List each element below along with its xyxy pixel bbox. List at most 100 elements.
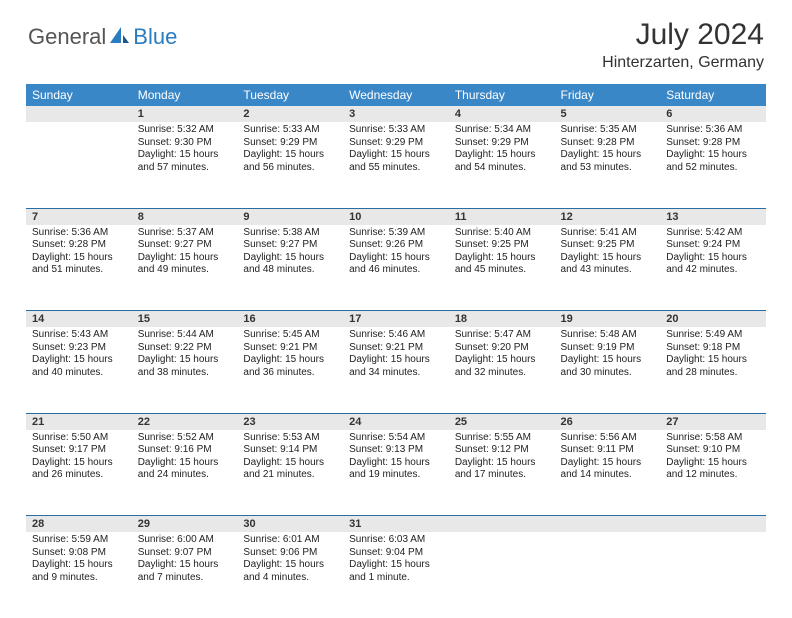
sunrise-text: Sunrise: 5:55 AM bbox=[455, 432, 549, 445]
sunset-text: Sunset: 9:21 PM bbox=[243, 342, 337, 355]
day-number: 25 bbox=[449, 413, 555, 430]
day-cell: Sunrise: 5:42 AMSunset: 9:24 PMDaylight:… bbox=[660, 225, 766, 311]
sunset-text: Sunset: 9:29 PM bbox=[243, 137, 337, 150]
daylight-text: Daylight: 15 hours and 1 minute. bbox=[349, 559, 443, 584]
day-cell: Sunrise: 5:40 AMSunset: 9:25 PMDaylight:… bbox=[449, 225, 555, 311]
day-cell: Sunrise: 5:32 AMSunset: 9:30 PMDaylight:… bbox=[132, 122, 238, 208]
month-title: July 2024 bbox=[602, 18, 764, 52]
sunrise-text: Sunrise: 5:40 AM bbox=[455, 227, 549, 240]
day-cell: Sunrise: 5:41 AMSunset: 9:25 PMDaylight:… bbox=[555, 225, 661, 311]
day-number: 12 bbox=[555, 208, 661, 225]
day-cell bbox=[26, 122, 132, 208]
day-number: 26 bbox=[555, 413, 661, 430]
sunset-text: Sunset: 9:17 PM bbox=[32, 444, 126, 457]
day-number: 15 bbox=[132, 311, 238, 328]
weekday-header: Sunday bbox=[26, 84, 132, 106]
daylight-text: Daylight: 15 hours and 49 minutes. bbox=[138, 252, 232, 277]
day-cell: Sunrise: 5:55 AMSunset: 9:12 PMDaylight:… bbox=[449, 430, 555, 516]
sunrise-text: Sunrise: 5:56 AM bbox=[561, 432, 655, 445]
sunrise-text: Sunrise: 5:49 AM bbox=[666, 329, 760, 342]
sunrise-text: Sunrise: 5:53 AM bbox=[243, 432, 337, 445]
sunset-text: Sunset: 9:04 PM bbox=[349, 547, 443, 560]
weekday-header: Friday bbox=[555, 84, 661, 106]
week-row: Sunrise: 5:32 AMSunset: 9:30 PMDaylight:… bbox=[26, 122, 766, 208]
sunset-text: Sunset: 9:25 PM bbox=[455, 239, 549, 252]
sunrise-text: Sunrise: 5:46 AM bbox=[349, 329, 443, 342]
location-label: Hinterzarten, Germany bbox=[602, 54, 764, 72]
daylight-text: Daylight: 15 hours and 32 minutes. bbox=[455, 354, 549, 379]
day-number: 2 bbox=[237, 106, 343, 122]
sunset-text: Sunset: 9:25 PM bbox=[561, 239, 655, 252]
sunrise-text: Sunrise: 5:41 AM bbox=[561, 227, 655, 240]
day-number: 28 bbox=[26, 516, 132, 533]
day-number: 24 bbox=[343, 413, 449, 430]
sunrise-text: Sunrise: 5:33 AM bbox=[243, 124, 337, 137]
week-row: Sunrise: 5:36 AMSunset: 9:28 PMDaylight:… bbox=[26, 225, 766, 311]
day-cell: Sunrise: 5:52 AMSunset: 9:16 PMDaylight:… bbox=[132, 430, 238, 516]
day-cell: Sunrise: 5:59 AMSunset: 9:08 PMDaylight:… bbox=[26, 532, 132, 618]
sunset-text: Sunset: 9:08 PM bbox=[32, 547, 126, 560]
day-cell bbox=[449, 532, 555, 618]
weekday-header: Tuesday bbox=[237, 84, 343, 106]
sunset-text: Sunset: 9:29 PM bbox=[455, 137, 549, 150]
day-cell: Sunrise: 5:43 AMSunset: 9:23 PMDaylight:… bbox=[26, 327, 132, 413]
day-cell: Sunrise: 5:37 AMSunset: 9:27 PMDaylight:… bbox=[132, 225, 238, 311]
sunset-text: Sunset: 9:27 PM bbox=[138, 239, 232, 252]
day-cell: Sunrise: 5:46 AMSunset: 9:21 PMDaylight:… bbox=[343, 327, 449, 413]
day-number: 20 bbox=[660, 311, 766, 328]
day-cell: Sunrise: 6:01 AMSunset: 9:06 PMDaylight:… bbox=[237, 532, 343, 618]
daylight-text: Daylight: 15 hours and 28 minutes. bbox=[666, 354, 760, 379]
daylight-text: Daylight: 15 hours and 43 minutes. bbox=[561, 252, 655, 277]
sunrise-text: Sunrise: 5:50 AM bbox=[32, 432, 126, 445]
daylight-text: Daylight: 15 hours and 45 minutes. bbox=[455, 252, 549, 277]
sunrise-text: Sunrise: 5:38 AM bbox=[243, 227, 337, 240]
day-number: 3 bbox=[343, 106, 449, 122]
calendar-body: 123456Sunrise: 5:32 AMSunset: 9:30 PMDay… bbox=[26, 106, 766, 618]
daylight-text: Daylight: 15 hours and 52 minutes. bbox=[666, 149, 760, 174]
daylight-text: Daylight: 15 hours and 57 minutes. bbox=[138, 149, 232, 174]
daylight-text: Daylight: 15 hours and 14 minutes. bbox=[561, 457, 655, 482]
week-row: Sunrise: 5:43 AMSunset: 9:23 PM Daylight:… bbox=[26, 327, 766, 413]
daylight-text: Daylight: 15 hours and 34 minutes. bbox=[349, 354, 443, 379]
day-cell: Sunrise: 5:33 AMSunset: 9:29 PMDaylight:… bbox=[343, 122, 449, 208]
day-cell: Sunrise: 5:45 AMSunset: 9:21 PMDaylight:… bbox=[237, 327, 343, 413]
daylight-text: Daylight: 15 hours and 19 minutes. bbox=[349, 457, 443, 482]
daylight-text: Daylight: 15 hours and 4 minutes. bbox=[243, 559, 337, 584]
day-cell: Sunrise: 5:33 AMSunset: 9:29 PMDaylight:… bbox=[237, 122, 343, 208]
day-cell: Sunrise: 5:56 AMSunset: 9:11 PMDaylight:… bbox=[555, 430, 661, 516]
sunset-text: Sunset: 9:06 PM bbox=[243, 547, 337, 560]
sunset-text: Sunset: 9:10 PM bbox=[666, 444, 760, 457]
sunset-text: Sunset: 9:23 PM bbox=[32, 342, 126, 355]
sunrise-text: Sunrise: 5:45 AM bbox=[243, 329, 337, 342]
day-number: 27 bbox=[660, 413, 766, 430]
sunrise-text: Sunrise: 5:32 AM bbox=[138, 124, 232, 137]
daylight-text: Daylight: 15 hours and 42 minutes. bbox=[666, 252, 760, 277]
week-row: Sunrise: 5:59 AMSunset: 9:08 PM Daylight:… bbox=[26, 532, 766, 618]
sunrise-text: Sunrise: 5:59 AM bbox=[32, 534, 126, 547]
sunrise-text: Sunrise: 5:43 AM bbox=[32, 329, 126, 342]
sunrise-text: Sunrise: 5:34 AM bbox=[455, 124, 549, 137]
sunrise-text: Sunrise: 6:03 AM bbox=[349, 534, 443, 547]
day-cell: Sunrise: 5:35 AMSunset: 9:28 PMDaylight:… bbox=[555, 122, 661, 208]
sunset-text: Sunset: 9:30 PM bbox=[138, 137, 232, 150]
daylight-text: Daylight: 15 hours and 38 minutes. bbox=[138, 354, 232, 379]
day-number: 18 bbox=[449, 311, 555, 328]
day-number: 14 bbox=[26, 311, 132, 328]
sunset-text: Sunset: 9:29 PM bbox=[349, 137, 443, 150]
page-header: General Blue July 2024 Hinterzarten, Ger… bbox=[0, 0, 792, 80]
daynum-row: 21222324252627 bbox=[26, 413, 766, 430]
week-row: Sunrise: 5:50 AMSunset: 9:17 PMDaylight:… bbox=[26, 430, 766, 516]
day-cell: Sunrise: 5:50 AMSunset: 9:17 PMDaylight:… bbox=[26, 430, 132, 516]
day-cell: Sunrise: 5:36 AMSunset: 9:28 PMDaylight:… bbox=[660, 122, 766, 208]
day-number: 4 bbox=[449, 106, 555, 122]
sunset-text: Sunset: 9:13 PM bbox=[349, 444, 443, 457]
sunrise-text: Sunrise: 5:44 AM bbox=[138, 329, 232, 342]
day-number: 30 bbox=[237, 516, 343, 533]
sunset-text: Sunset: 9:26 PM bbox=[349, 239, 443, 252]
sunset-text: Sunset: 9:28 PM bbox=[561, 137, 655, 150]
daylight-text: Daylight: 15 hours and 51 minutes. bbox=[32, 252, 126, 277]
sunrise-text: Sunrise: 5:54 AM bbox=[349, 432, 443, 445]
day-cell: Sunrise: 5:49 AMSunset: 9:18 PMDaylight:… bbox=[660, 327, 766, 413]
daylight-text: Daylight: 15 hours and 26 minutes. bbox=[32, 457, 126, 482]
daylight-text: Daylight: 15 hours and 48 minutes. bbox=[243, 252, 337, 277]
